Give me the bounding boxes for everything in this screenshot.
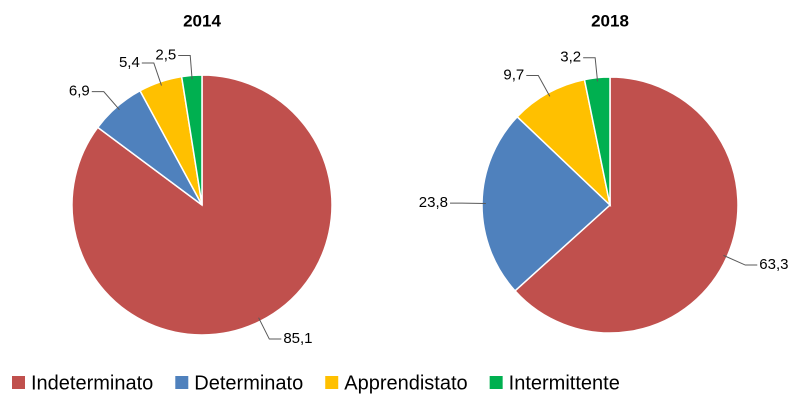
value-label: 2,5 bbox=[155, 46, 176, 63]
leader-line bbox=[583, 57, 599, 82]
legend-label: Determinato bbox=[194, 372, 303, 394]
value-label: 9,7 bbox=[503, 66, 524, 83]
pie-title: 2014 bbox=[183, 11, 221, 30]
legend-label: Indeterminato bbox=[31, 372, 153, 394]
value-label: 6,9 bbox=[69, 83, 90, 100]
pie-title: 2018 bbox=[591, 11, 629, 30]
leader-line bbox=[178, 54, 193, 80]
legend-label: Intermittente bbox=[509, 372, 620, 394]
leader-line bbox=[526, 75, 551, 97]
legend-swatch bbox=[489, 376, 503, 389]
leader-line bbox=[91, 91, 120, 111]
legend-label: Apprendistato bbox=[344, 372, 467, 394]
value-label: 3,2 bbox=[560, 49, 581, 66]
leader-line bbox=[723, 254, 758, 266]
legend-swatch bbox=[325, 376, 339, 389]
value-label: 63,3 bbox=[759, 256, 788, 273]
legend-swatch bbox=[12, 376, 25, 389]
leader-line bbox=[258, 317, 282, 340]
value-label: 5,4 bbox=[119, 54, 140, 71]
value-label: 85,1 bbox=[283, 330, 312, 347]
value-label: 23,8 bbox=[419, 194, 448, 211]
leader-line bbox=[141, 62, 162, 86]
legend-swatch bbox=[175, 376, 189, 389]
